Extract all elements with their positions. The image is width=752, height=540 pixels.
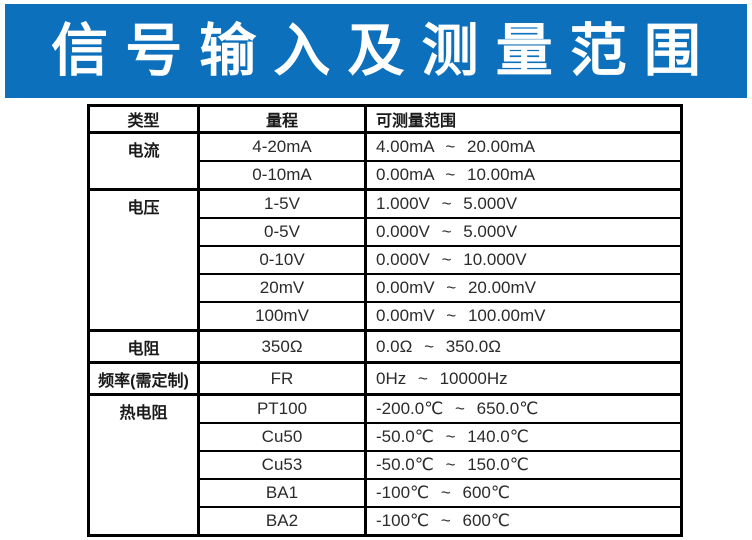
table-row: 电阻 350Ω 0.0Ω ~ 350.0Ω <box>87 329 683 364</box>
table-row: 0-10V 0.000V ~ 10.000V <box>89 245 683 275</box>
page-title: 信号输入及测量范围 <box>51 18 718 83</box>
title-banner: 信号输入及测量范围 <box>5 4 747 98</box>
measure-range-cell: 0.000V ~ 10.000V <box>364 245 683 275</box>
range-cell: 0-10V <box>197 245 367 275</box>
spec-table-header: 类型 量程 可测量范围 <box>87 104 683 134</box>
table-row: 热电阻 PT100 -200.0℃ ~ 650.0℃ <box>87 393 683 537</box>
range-cell: 0-10mA <box>197 160 367 191</box>
measure-range-cell: 0.00mV ~ 20.00mV <box>364 273 683 303</box>
range-cell: 350Ω <box>197 329 367 364</box>
measure-range-cell: -50.0℃ ~ 150.0℃ <box>364 450 683 480</box>
spec-table-container: 类型 量程 可测量范围 电流 4-20mA 4.00mA ~ 20.00mA 0-10… <box>87 104 683 537</box>
table-row: Cu50 -50.0℃ ~ 140.0℃ <box>89 422 683 452</box>
table-row: 频率(需定制) FR 0Hz ~ 10000Hz <box>87 361 683 396</box>
table-row: 0-10mA 0.00mA ~ 10.00mA <box>89 160 683 191</box>
range-cell: 100mV <box>197 301 367 332</box>
measure-range-cell: 0.00mV ~ 100.00mV <box>364 301 683 332</box>
measure-range-cell: -100℃ ~ 600℃ <box>364 478 683 508</box>
measure-range-cell: 0.00mA ~ 10.00mA <box>364 160 683 191</box>
range-cell: 4-20mA <box>197 131 367 162</box>
header-row: 类型 量程 可测量范围 <box>87 104 683 134</box>
table-row: 100mV 0.00mV ~ 100.00mV <box>89 301 683 332</box>
spec-table-body: 电流 4-20mA 4.00mA ~ 20.00mA 0-10mA 0.00mA ~ 1… <box>87 131 683 537</box>
col-header-type: 类型 <box>87 104 200 134</box>
measure-range-cell: 1.000V ~ 5.000V <box>364 188 683 219</box>
col-header-measurable-range: 可测量范围 <box>364 104 683 134</box>
range-cell: BA1 <box>197 478 367 508</box>
range-cell: PT100 <box>197 393 367 424</box>
type-cell: 热电阻 <box>87 393 200 537</box>
range-cell: 20mV <box>197 273 367 303</box>
measure-range-cell: 0Hz ~ 10000Hz <box>364 361 683 396</box>
table-row: Cu53 -50.0℃ ~ 150.0℃ <box>89 450 683 480</box>
table-row: 20mV 0.00mV ~ 20.00mV <box>89 273 683 303</box>
measure-range-cell: -100℃ ~ 600℃ <box>364 506 683 537</box>
type-cell: 电压 <box>87 188 200 332</box>
col-header-range: 量程 <box>197 104 367 134</box>
type-cell: 电流 <box>87 131 200 191</box>
measure-range-cell: 0.000V ~ 5.000V <box>364 217 683 247</box>
type-cell: 电阻 <box>87 329 200 364</box>
measure-range-cell: 0.0Ω ~ 350.0Ω <box>364 329 683 364</box>
type-cell: 频率(需定制) <box>87 361 200 396</box>
table-row: BA2 -100℃ ~ 600℃ <box>89 506 683 537</box>
spec-table: 类型 量程 可测量范围 电流 4-20mA 4.00mA ~ 20.00mA 0-10… <box>87 104 683 537</box>
range-cell: 1-5V <box>197 188 367 219</box>
range-cell: 0-5V <box>197 217 367 247</box>
range-cell: FR <box>197 361 367 396</box>
range-cell: BA2 <box>197 506 367 537</box>
measure-range-cell: -50.0℃ ~ 140.0℃ <box>364 422 683 452</box>
range-cell: Cu50 <box>197 422 367 452</box>
table-row: BA1 -100℃ ~ 600℃ <box>89 478 683 508</box>
measure-range-cell: -200.0℃ ~ 650.0℃ <box>364 393 683 424</box>
range-cell: Cu53 <box>197 450 367 480</box>
measure-range-cell: 4.00mA ~ 20.00mA <box>364 131 683 162</box>
table-row: 0-5V 0.000V ~ 5.000V <box>89 217 683 247</box>
table-row: 电流 4-20mA 4.00mA ~ 20.00mA <box>87 131 683 191</box>
table-row: 电压 1-5V 1.000V ~ 5.000V <box>87 188 683 332</box>
